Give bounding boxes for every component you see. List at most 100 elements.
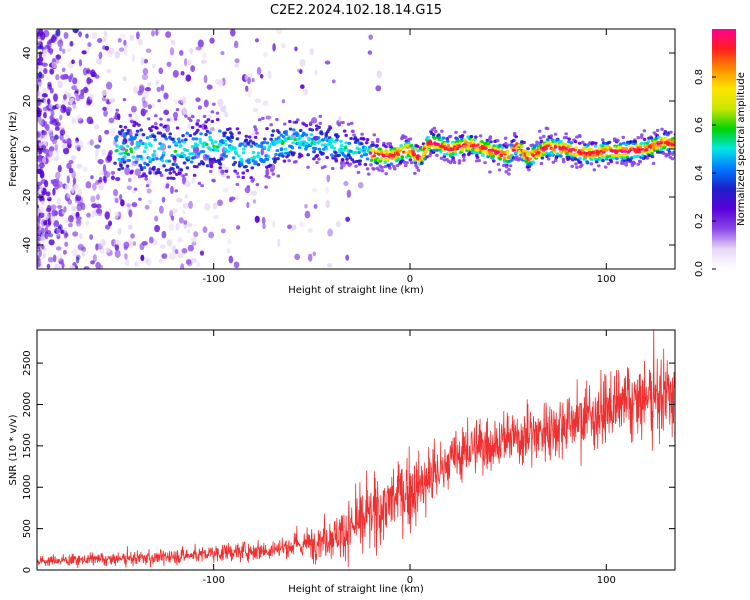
spectrogram-noise-cell <box>101 89 108 96</box>
spectrogram-ridge-cell <box>140 167 144 172</box>
spectrogram-noise-cell <box>252 107 259 113</box>
spectrogram-ridge-cell <box>544 147 548 151</box>
spectrogram-ridge-cell <box>549 134 554 138</box>
spectrogram-ridge-cell <box>559 139 563 144</box>
spectrogram-ridge-cell <box>167 159 172 163</box>
spectrogram-noise-cell <box>61 67 66 73</box>
spectrogram-ridge-cell <box>161 153 166 157</box>
spectrogram-ridge-cell <box>313 147 318 151</box>
spectrogram-ridge-cell <box>204 154 209 159</box>
spectrogram-ridge-cell <box>134 133 139 137</box>
spectrogram-noise-cell <box>251 131 256 137</box>
spectrogram-noise-cell <box>47 233 54 238</box>
spectrogram-noise-cell <box>61 262 65 269</box>
spectrogram-ridge-cell <box>218 166 222 170</box>
spectrogram-noise-cell <box>54 144 59 152</box>
spectrogram-ridge-cell <box>400 137 404 141</box>
spectrogram-noise-cell <box>37 156 44 164</box>
spectrogram-ridge-cell <box>388 166 392 170</box>
spectrogram-noise-cell <box>75 114 83 122</box>
spectrogram-noise-cell <box>357 181 364 189</box>
snr-x-ticks: -100 0 100 <box>202 330 616 586</box>
spectrogram-ridge-cell <box>487 144 492 148</box>
spectrogram-ridge-cell <box>550 152 555 156</box>
spectrogram-ridge-cell <box>139 154 143 159</box>
x-tick-label: 0 <box>407 274 413 285</box>
spectrogram-ridge-cell <box>640 133 644 137</box>
spectrogram-ridge-cell <box>504 165 509 169</box>
snr-panel: -100 0 100 0 500 1000 1500 2000 2500 Height of … <box>8 329 676 595</box>
spectrogram-ridge-cell <box>337 123 342 127</box>
spectrogram-ridge-cell <box>298 128 303 133</box>
spectrogram-noise-cell <box>185 74 192 82</box>
spectrogram-ridge-cell <box>184 114 188 118</box>
spectrogram-ridge-cell <box>520 151 525 155</box>
spectrogram-noise-cell <box>74 140 79 147</box>
spectrogram-noise-cell <box>157 162 165 169</box>
spectrogram-ridge-cell <box>339 144 344 148</box>
spectrogram-ridge-cell <box>512 144 517 148</box>
spectrogram-ridge-cell <box>146 117 151 121</box>
spectrogram-noise-cell <box>89 119 94 125</box>
spectrogram-ridge-cell <box>340 158 345 162</box>
spectrogram-ridge-cell <box>262 137 267 141</box>
spectrogram-noise-cell <box>124 258 130 267</box>
spectrogram-ridge-cell <box>396 152 401 157</box>
spectrogram-noise-cell <box>96 203 102 209</box>
spectrogram-ridge-cell <box>349 121 354 125</box>
spectrogram-noise-cell <box>267 70 272 80</box>
spectrogram-ridge-cell <box>539 139 544 143</box>
spectrogram-ridge-cell <box>280 152 284 156</box>
spectrogram-noise-cell <box>120 199 125 207</box>
spectrogram-noise-cell <box>68 159 74 165</box>
spectrogram-ridge-cell <box>345 157 349 161</box>
spectrogram-ridge-cell <box>153 122 158 126</box>
spectrogram-noise-cell <box>83 86 88 93</box>
spectrogram-noise-cell <box>107 151 112 159</box>
spectrogram-noise-cell <box>204 202 211 211</box>
spectrogram-noise-cell <box>124 167 131 176</box>
spectrogram-noise-cell <box>104 129 110 135</box>
spectrogram-ridge-cell <box>118 124 123 129</box>
spectrogram-ridge-cell <box>218 129 222 133</box>
spectrogram-noise-cell <box>256 66 262 76</box>
spectrogram-ridge-cell <box>624 163 628 167</box>
spectrogram-noise-cell <box>151 63 157 69</box>
spectrogram-ridge-cell <box>462 153 466 157</box>
spectrogram-ridge-cell <box>177 171 182 175</box>
y-tick-label: 1500 <box>22 433 33 458</box>
spectrogram-ridge-cell <box>375 139 380 143</box>
spectrogram-ridge-cell <box>497 168 502 172</box>
spectrogram-ridge-cell <box>575 135 579 139</box>
spectrogram-ridge-cell <box>357 147 362 151</box>
spectrogram-noise-cell <box>77 243 84 251</box>
spectrogram-noise-cell <box>161 230 167 239</box>
spectrogram-ridge-cell <box>298 143 303 147</box>
spectrogram-ridge-cell <box>198 140 203 144</box>
spectrogram-ridge-cell <box>625 155 630 159</box>
spectrogram-ridge-cell <box>117 167 121 172</box>
spectrogram-ridge-cell <box>178 144 182 148</box>
spectrogram-ridge-cell <box>350 158 355 162</box>
spectrogram-ridge-cell <box>189 160 194 164</box>
spectrogram-ridge-cell <box>218 162 223 166</box>
spectrogram-noise-cell <box>37 58 41 66</box>
spectrogram-ridge-cell <box>230 135 235 140</box>
snr-y-ticks: 0 500 1000 1500 2000 2500 <box>22 350 675 573</box>
spectrogram-noise-cell <box>38 148 43 155</box>
spectrogram-ridge-cell <box>188 118 193 123</box>
spectrogram-noise-cell <box>37 109 42 118</box>
spectrogram-ridge-cell <box>324 147 329 151</box>
spectrogram-noise-cell <box>100 238 106 247</box>
spectrogram-ridge-cell <box>496 162 501 166</box>
spectrogram-noise-cell <box>53 93 58 102</box>
spectrogram-ridge-cell <box>292 128 296 132</box>
spectrogram-ridge-cell <box>131 155 136 159</box>
spectrogram-ridge-cell <box>409 161 414 165</box>
spectrogram-noise-cell <box>187 59 192 66</box>
spectrogram-noise-cell <box>72 231 79 237</box>
spectrogram-ridge-cell <box>504 170 509 174</box>
spectrogram-noise-cell <box>86 212 91 218</box>
spectrogram-noise-cell <box>71 116 76 125</box>
spectrogram-noise-cell <box>105 81 113 90</box>
